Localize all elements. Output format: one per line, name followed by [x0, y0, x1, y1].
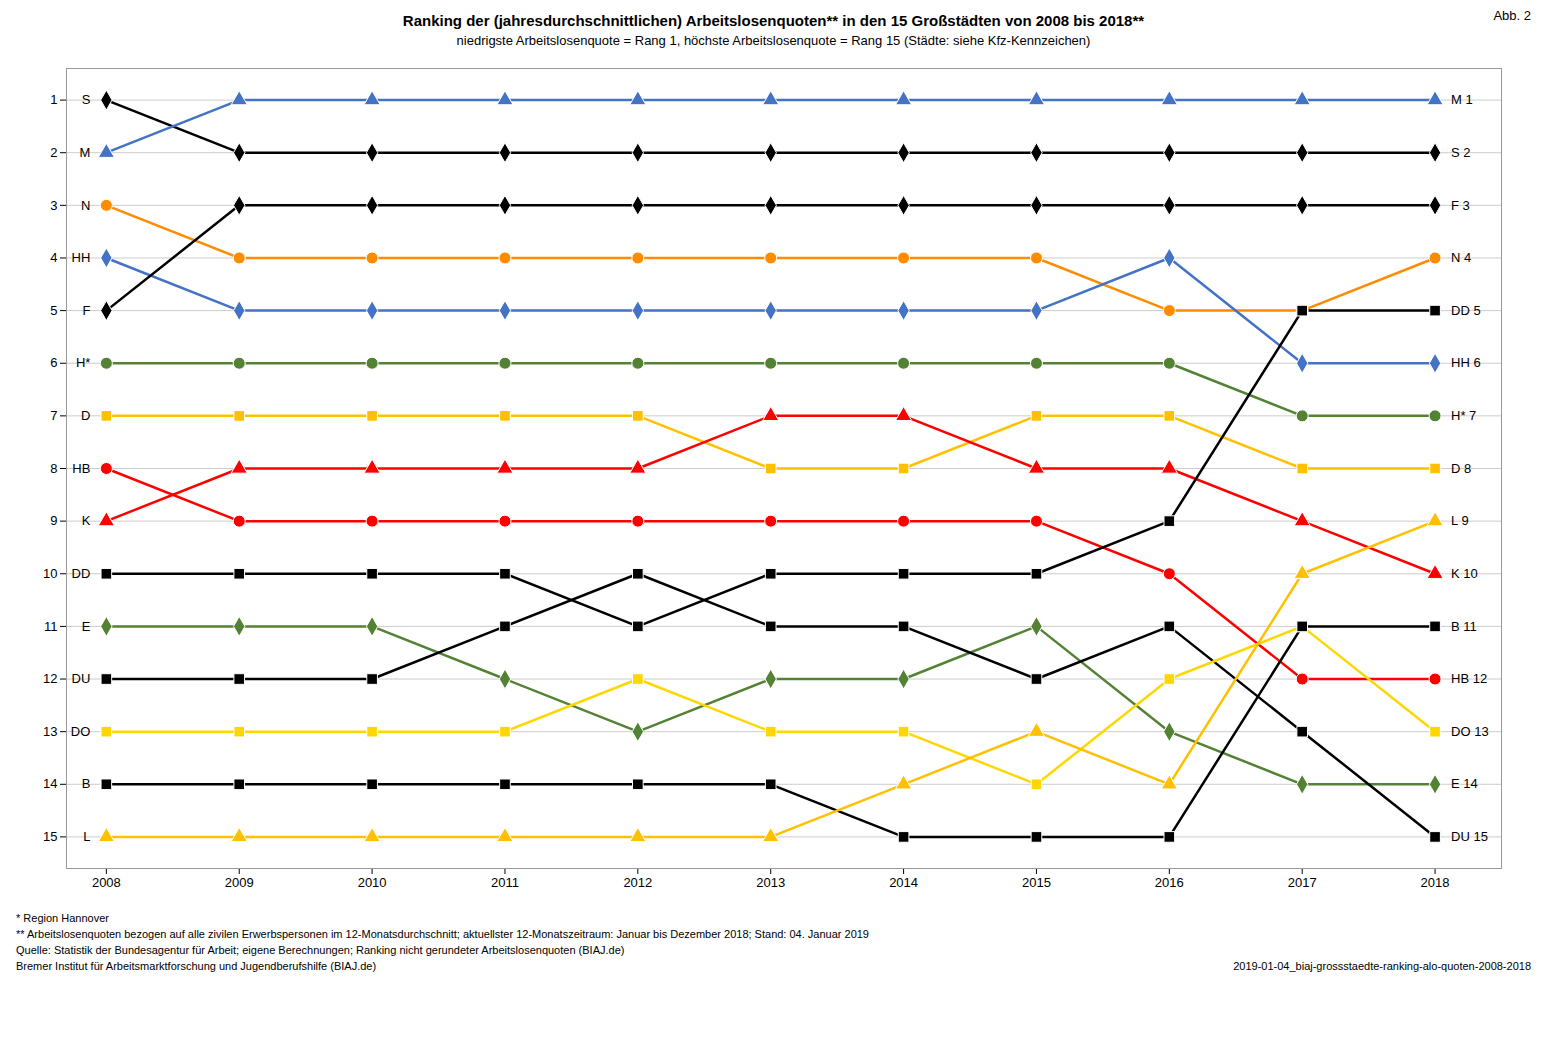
svg-text:DO: DO	[71, 724, 91, 739]
html-text:2019-01-04_biaj-grossstaedte-r: 2019-01-04_biaj-grossstaedte-ranking-alo…	[1233, 960, 1531, 972]
svg-text:10: 10	[43, 566, 57, 581]
svg-text:6: 6	[50, 355, 57, 370]
svg-text:DD: DD	[72, 566, 91, 581]
svg-text:HH: HH	[72, 250, 91, 265]
svg-text:1: 1	[50, 92, 57, 107]
html-text:Ranking der (jahresdurchschnit: Ranking der (jahresdurchschnittlichen) A…	[402, 12, 1145, 29]
svg-text:13: 13	[43, 724, 57, 739]
svg-text:5: 5	[50, 303, 57, 318]
svg-text:15: 15	[43, 829, 57, 844]
svg-text:HB: HB	[72, 461, 90, 476]
svg-text:F 3: F 3	[1451, 198, 1470, 213]
svg-text:9: 9	[50, 513, 57, 528]
svg-text:N: N	[81, 198, 90, 213]
svg-text:2008: 2008	[92, 875, 121, 890]
svg-text:H*: H*	[76, 355, 90, 370]
svg-text:8: 8	[50, 461, 57, 476]
svg-text:S: S	[82, 92, 91, 107]
svg-text:3: 3	[50, 198, 57, 213]
svg-text:L: L	[83, 829, 90, 844]
svg-text:2016: 2016	[1155, 875, 1184, 890]
svg-text:DO 13: DO 13	[1451, 724, 1489, 739]
svg-text:F: F	[82, 303, 90, 318]
svg-text:7: 7	[50, 408, 57, 423]
svg-text:DD 5: DD 5	[1451, 303, 1481, 318]
svg-text:12: 12	[43, 671, 57, 686]
svg-text:B: B	[82, 776, 91, 791]
svg-text:11: 11	[44, 619, 58, 634]
svg-text:2011: 2011	[491, 875, 519, 890]
html-text:Bremer Institut für Arbeitsmar: Bremer Institut für Arbeitsmarktforschun…	[16, 960, 377, 972]
svg-text:2014: 2014	[889, 875, 918, 890]
svg-text:2009: 2009	[225, 875, 254, 890]
html-text:** Arbeitslosenquoten bezogen: ** Arbeitslosenquoten bezogen auf alle z…	[16, 928, 869, 940]
svg-text:14: 14	[43, 776, 57, 791]
svg-text:S 2: S 2	[1451, 145, 1471, 160]
svg-text:2018: 2018	[1421, 875, 1450, 890]
svg-text:D 8: D 8	[1451, 461, 1471, 476]
svg-text:HB 12: HB 12	[1451, 671, 1487, 686]
svg-text:M: M	[80, 145, 91, 160]
svg-text:HH 6: HH 6	[1451, 355, 1481, 370]
html-text:Quelle: Statistik der Bundesag: Quelle: Statistik der Bundesagentur für …	[16, 944, 625, 956]
html-text:niedrigste Arbeitslosenquote =: niedrigste Arbeitslosenquote = Rang 1, h…	[456, 33, 1091, 48]
html-text:* Region Hannover: * Region Hannover	[16, 912, 109, 924]
svg-text:2015: 2015	[1022, 875, 1051, 890]
svg-text:E: E	[82, 619, 91, 634]
svg-text:2012: 2012	[623, 875, 652, 890]
svg-text:2017: 2017	[1288, 875, 1317, 890]
svg-text:2013: 2013	[756, 875, 785, 890]
svg-text:B 11: B 11	[1451, 619, 1477, 634]
svg-text:E 14: E 14	[1451, 776, 1478, 791]
svg-text:L 9: L 9	[1451, 513, 1469, 528]
svg-text:K 10: K 10	[1451, 566, 1478, 581]
svg-text:4: 4	[50, 250, 57, 265]
svg-text:2: 2	[50, 145, 57, 160]
svg-text:N 4: N 4	[1451, 250, 1471, 265]
svg-text:2010: 2010	[358, 875, 387, 890]
html-text:Abb. 2: Abb. 2	[1493, 8, 1531, 23]
svg-text:DU: DU	[72, 671, 91, 686]
svg-text:M 1: M 1	[1451, 92, 1473, 107]
svg-text:H* 7: H* 7	[1451, 408, 1476, 423]
svg-text:D: D	[81, 408, 90, 423]
svg-text:K: K	[82, 513, 91, 528]
svg-text:DU 15: DU 15	[1451, 829, 1488, 844]
